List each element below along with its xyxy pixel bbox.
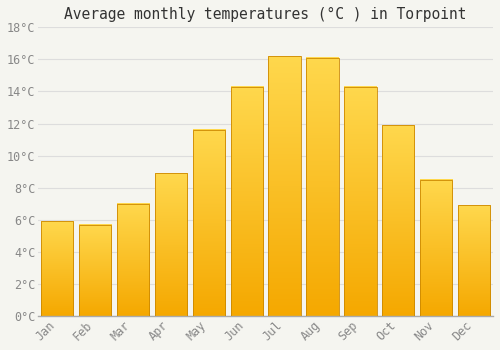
Bar (458, 205, 490, 316)
Bar (382, 125, 414, 316)
Bar (192, 130, 225, 316)
Bar (230, 87, 263, 316)
Title: Average monthly temperatures (°C ) in Torpoint: Average monthly temperatures (°C ) in To… (64, 7, 467, 22)
Bar (155, 173, 187, 316)
Bar (117, 204, 149, 316)
Bar (306, 58, 338, 316)
Bar (344, 87, 376, 316)
Bar (79, 225, 111, 316)
Bar (41, 221, 74, 316)
Bar (268, 56, 300, 316)
Bar (420, 180, 452, 316)
